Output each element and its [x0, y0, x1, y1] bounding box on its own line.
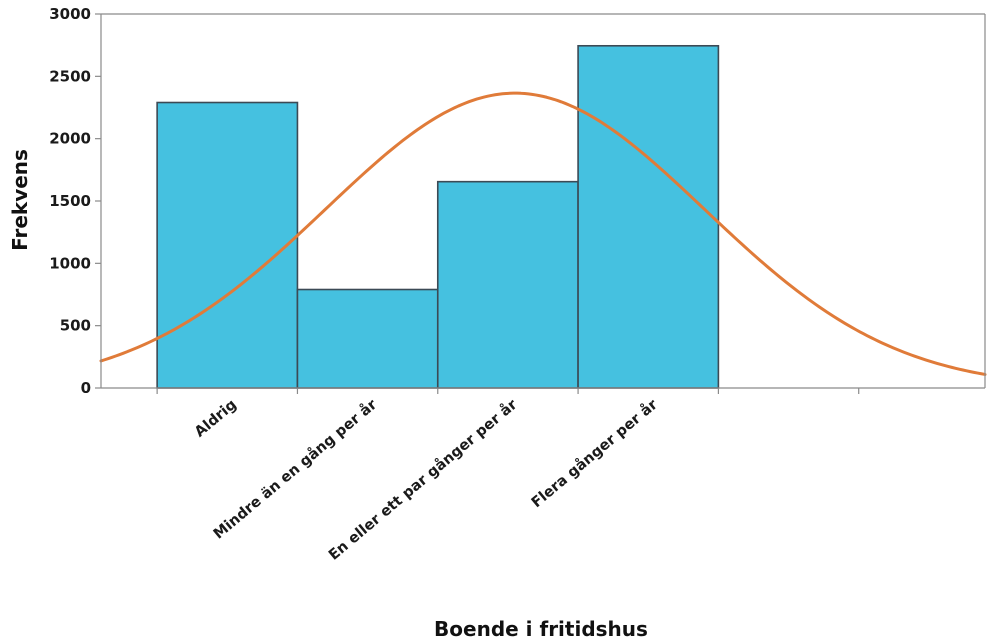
y-tick-label-0: 0 — [81, 379, 91, 397]
bar-0 — [156, 101, 299, 389]
bar-2 — [436, 180, 579, 389]
y-tick-label-4: 2000 — [49, 130, 91, 148]
normal-curve — [99, 91, 987, 376]
bar-1 — [296, 288, 439, 389]
x-axis-title: Boende i fritidshus — [434, 617, 648, 639]
bar-3 — [577, 44, 720, 389]
curve-layer — [99, 91, 987, 376]
y-tick-label-1: 500 — [60, 317, 91, 335]
bars-layer — [156, 44, 720, 389]
y-tick-label-2: 1000 — [49, 254, 91, 272]
y-tick-label-3: 1500 — [49, 192, 91, 210]
x-category-label-1: Mindre än en gång per år — [210, 396, 381, 543]
x-category-label-0: Aldrig — [192, 397, 240, 441]
y-tick-label-6: 3000 — [49, 5, 91, 23]
y-tick-label-5: 2500 — [49, 67, 91, 85]
y-axis-title: Frekvens — [8, 149, 32, 251]
x-category-label-3: Flera gånger per år — [528, 396, 661, 512]
